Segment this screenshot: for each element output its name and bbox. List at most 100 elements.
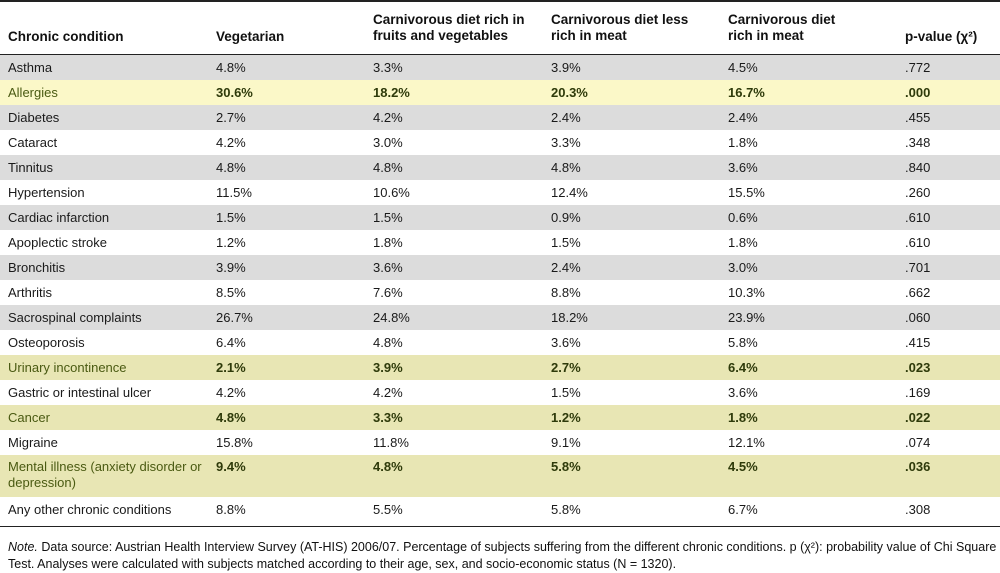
cell-carn-less: 2.4%: [551, 110, 581, 125]
cell-carn-rich: 2.4%: [728, 110, 758, 125]
cell-pvalue: .060: [905, 310, 931, 325]
cell-carn-less: 2.4%: [551, 260, 581, 275]
cell-carn-less: 8.8%: [551, 285, 581, 300]
bottom-rule: [0, 526, 1000, 527]
cell-pvalue: .169: [905, 385, 931, 400]
cell-vegetarian: 4.2%: [216, 385, 246, 400]
cell-vegetarian: 15.8%: [216, 435, 253, 450]
table-row: Any other chronic conditions 8.8% 5.5% 5.8%…: [0, 497, 1000, 522]
table-row: Apoplectic stroke 1.2% 1.8% 1.5% 1.8% .610: [0, 230, 1000, 255]
cell-condition: Arthritis: [8, 285, 53, 300]
cell-pvalue: .260: [905, 185, 931, 200]
note-label: Note.: [8, 540, 38, 554]
header-condition: Chronic condition: [8, 29, 124, 44]
cell-condition: Asthma: [8, 60, 53, 75]
cell-vegetarian: 11.5%: [216, 185, 252, 200]
cell-carn-less: 18.2%: [551, 310, 588, 325]
cell-vegetarian: 6.4%: [216, 335, 246, 350]
cell-vegetarian: 1.5%: [216, 210, 246, 225]
cell-carn-less: 0.9%: [551, 210, 581, 225]
cell-carn-fruits: 4.2%: [373, 110, 403, 125]
cell-pvalue: .036: [905, 459, 931, 474]
cell-carn-rich: 23.9%: [728, 310, 765, 325]
cell-carn-rich: 6.7%: [728, 502, 758, 517]
cell-carn-rich: 3.6%: [728, 385, 758, 400]
cell-carn-fruits: 4.8%: [373, 459, 403, 474]
header-rule: [0, 54, 1000, 55]
cell-pvalue: .074: [905, 435, 931, 450]
table-row: Cancer 4.8% 3.3% 1.2% 1.8% .022: [0, 405, 1000, 430]
cell-vegetarian: 26.7%: [216, 310, 253, 325]
cell-carn-fruits: 4.8%: [373, 160, 403, 175]
cell-condition: Sacrospinal complaints: [8, 310, 142, 325]
cell-vegetarian: 4.8%: [216, 160, 246, 175]
table-note: Note. Data source: Austrian Health Inter…: [8, 539, 998, 573]
cell-carn-less: 20.3%: [551, 85, 588, 100]
cell-carn-fruits: 1.8%: [373, 235, 403, 250]
cell-carn-fruits: 10.6%: [373, 185, 410, 200]
cell-pvalue: .701: [905, 260, 931, 275]
cell-carn-rich: 10.3%: [728, 285, 765, 300]
cell-carn-fruits: 4.8%: [373, 335, 403, 350]
cell-carn-fruits: 4.2%: [373, 385, 403, 400]
cell-carn-rich: 4.5%: [728, 459, 758, 474]
cell-carn-fruits: 3.3%: [373, 410, 403, 425]
top-rule: [0, 0, 1000, 2]
cell-pvalue: .348: [905, 135, 931, 150]
cell-carn-rich: 6.4%: [728, 360, 758, 375]
cell-carn-rich: 5.8%: [728, 335, 758, 350]
cell-carn-fruits: 18.2%: [373, 85, 410, 100]
cell-condition: Bronchitis: [8, 260, 66, 275]
cell-condition: Cataract: [8, 135, 58, 150]
cell-vegetarian: 2.7%: [216, 110, 246, 125]
table-row: Arthritis 8.5% 7.6% 8.8% 10.3% .662: [0, 280, 1000, 305]
cell-condition: Allergies: [8, 85, 58, 100]
table-row: Hypertension 11.5% 10.6% 12.4% 15.5% .260: [0, 180, 1000, 205]
table-row: Migraine 15.8% 11.8% 9.1% 12.1% .074: [0, 430, 1000, 455]
cell-pvalue: .022: [905, 410, 931, 425]
header-pvalue: p-value (χ²): [905, 29, 978, 44]
cell-pvalue: .662: [905, 285, 931, 300]
cell-carn-less: 4.8%: [551, 160, 581, 175]
cell-condition: Hypertension: [8, 185, 85, 200]
cell-condition: Gastric or intestinal ulcer: [8, 385, 152, 400]
cell-pvalue: .772: [905, 60, 931, 75]
cell-carn-fruits: 3.6%: [373, 260, 403, 275]
cell-carn-rich: 3.0%: [728, 260, 758, 275]
cell-condition: Migraine: [8, 435, 58, 450]
cell-carn-less: 1.5%: [551, 385, 581, 400]
table-row: Allergies 30.6% 18.2% 20.3% 16.7% .000: [0, 80, 1000, 105]
cell-carn-less: 1.2%: [551, 410, 581, 425]
cell-vegetarian: 4.2%: [216, 135, 246, 150]
table-row: Bronchitis 3.9% 3.6% 2.4% 3.0% .701: [0, 255, 1000, 280]
table-row: Mental illness (anxiety disorder or depr…: [0, 455, 1000, 497]
cell-carn-rich: 1.8%: [728, 410, 758, 425]
cell-carn-fruits: 11.8%: [373, 435, 409, 450]
table-header: Chronic condition Vegetarian Carnivorous…: [0, 6, 1000, 52]
cell-vegetarian: 2.1%: [216, 360, 246, 375]
cell-carn-less: 2.7%: [551, 360, 581, 375]
cell-carn-less: 12.4%: [551, 185, 588, 200]
header-carn-less: Carnivorous diet less rich in meat: [551, 12, 689, 43]
cell-pvalue: .000: [905, 85, 931, 100]
cell-vegetarian: 3.9%: [216, 260, 246, 275]
cell-vegetarian: 8.5%: [216, 285, 246, 300]
table-row: Urinary incontinence 2.1% 3.9% 2.7% 6.4% .023: [0, 355, 1000, 380]
cell-pvalue: .308: [905, 502, 931, 517]
cell-carn-fruits: 3.9%: [373, 360, 403, 375]
cell-condition: Any other chronic conditions: [8, 502, 172, 517]
cell-carn-less: 5.8%: [551, 502, 581, 517]
cell-vegetarian: 1.2%: [216, 235, 246, 250]
cell-condition: Mental illness (anxiety disorder or depr…: [8, 459, 202, 490]
cell-carn-rich: 4.5%: [728, 60, 758, 75]
cell-carn-less: 3.9%: [551, 60, 581, 75]
cell-vegetarian: 9.4%: [216, 459, 246, 474]
cell-carn-rich: 1.8%: [728, 135, 758, 150]
cell-carn-rich: 16.7%: [728, 85, 765, 100]
cell-pvalue: .415: [905, 335, 931, 350]
cell-condition: Cardiac infarction: [8, 210, 110, 225]
cell-vegetarian: 4.8%: [216, 60, 246, 75]
table-row: Diabetes 2.7% 4.2% 2.4% 2.4% .455: [0, 105, 1000, 130]
table-row: Asthma 4.8% 3.3% 3.9% 4.5% .772: [0, 55, 1000, 80]
cell-condition: Urinary incontinence: [8, 360, 127, 375]
